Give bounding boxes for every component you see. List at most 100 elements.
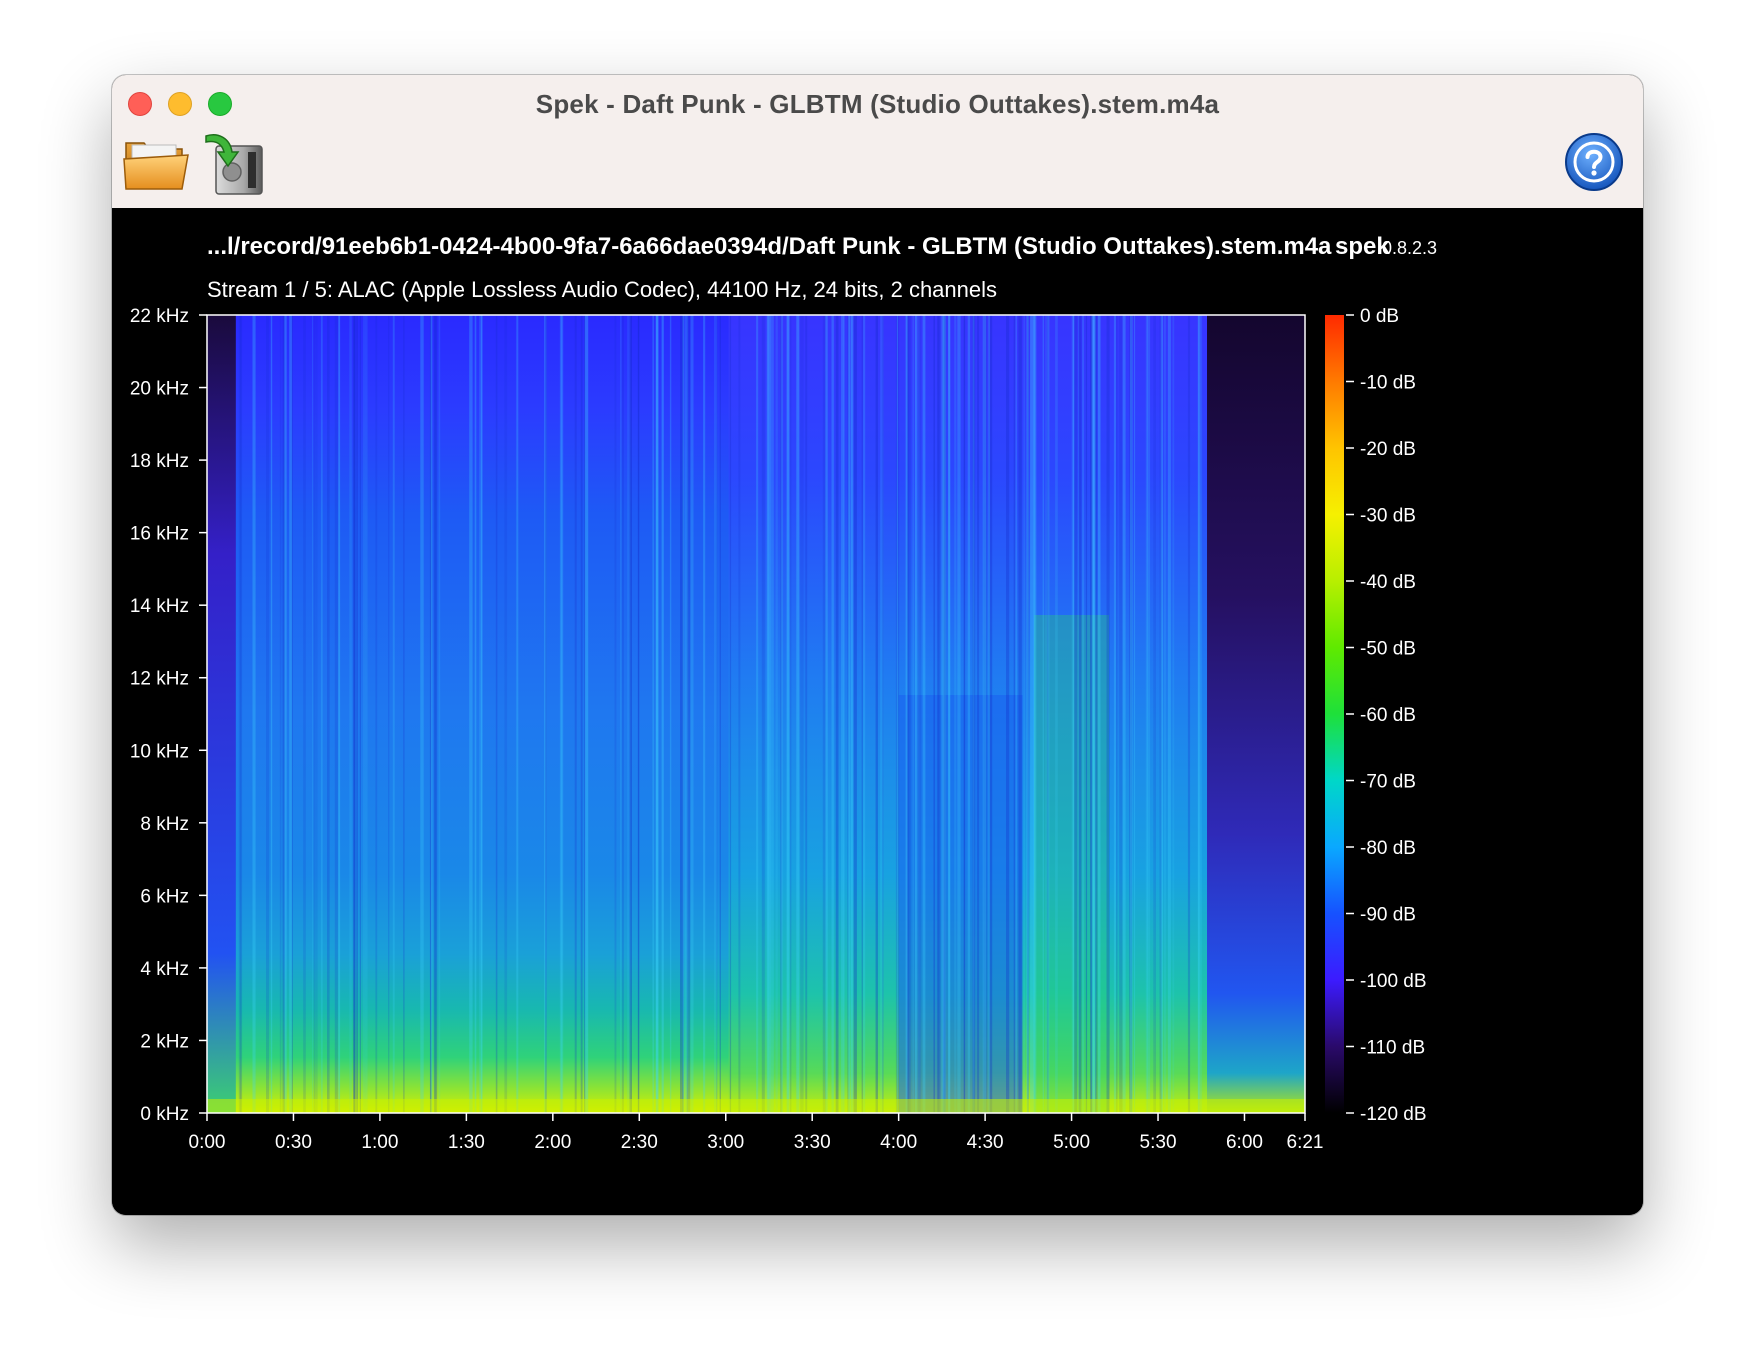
spectrogram-streak [882,315,884,1113]
spectrogram-streak [933,315,935,1113]
spectrogram-streak [876,315,878,1113]
spectrogram-streak [359,315,361,1113]
spectrogram-streak [1113,315,1116,1113]
x-tick-label: 3:00 [707,1132,744,1153]
spectrogram-streak [284,315,287,1113]
spectrogram-streak [627,315,631,1113]
spectrogram-streak [291,315,293,1113]
spectrogram-streak [948,315,951,1113]
spectrogram-streak [637,315,640,1113]
spectrogram-streak [1106,315,1110,1113]
y-tick-label: 12 kHz [130,669,189,690]
spectrogram-streak [559,315,563,1113]
x-tick-label: 5:00 [1053,1132,1090,1153]
spectrogram-streak [1027,315,1029,1113]
spectrogram-streak [282,315,285,1113]
colorbar-tick-label: -30 dB [1360,506,1416,527]
spectrogram-streak [1006,315,1010,1113]
spectrogram-streak [805,315,808,1113]
spectrogram-streak [574,315,577,1113]
spectrogram-streak [954,315,957,1113]
spectrogram-streak [761,315,765,1113]
x-tick-label: 0:00 [189,1132,226,1153]
spectrogram-streak [338,315,341,1113]
spectrogram-streak [942,315,946,1113]
x-tick-label: 2:00 [534,1132,571,1153]
spectrogram-streak [786,315,790,1113]
spectrogram-streak [362,315,366,1113]
spectrogram-streak [1200,315,1203,1113]
spectrogram-streak [937,315,941,1113]
spectrogram-section [898,695,1023,1113]
title-bar: Spek - Daft Punk - GLBTM (Studio Outtake… [112,75,1643,209]
spectrogram-streak [356,315,358,1113]
spectrogram-streak [682,315,684,1113]
y-tick-label: 6 kHz [140,886,189,907]
spectrogram-streak [977,315,980,1113]
help-icon [1565,133,1623,191]
x-tick-label: 6:00 [1226,1132,1263,1153]
file-path-label: ...l/record/91eeb6b1-0424-4b00-9fa7-6a66… [207,233,1332,260]
spectrogram-streak [1013,315,1016,1113]
spectrogram-streak [1130,315,1133,1113]
spectrogram-streak [474,315,477,1113]
zoom-window-button[interactable] [208,92,232,116]
spectrogram-streak [252,315,256,1113]
y-tick-label: 16 kHz [130,524,189,545]
spectrogram-streak [714,315,718,1113]
spectrogram-streak [1030,315,1034,1113]
spectrogram-streak [831,315,834,1113]
spectrogram-streak [780,315,783,1113]
spectrogram-streak [312,315,314,1113]
open-file-button[interactable] [122,133,190,193]
spectrogram-streak [1145,315,1148,1113]
spectrogram-streak [356,315,358,1113]
help-button[interactable] [1563,131,1625,193]
spectrogram-streak [851,315,854,1113]
spectrogram-streak [669,315,672,1113]
spectrogram-streak [800,315,804,1113]
spectrogram-streak [835,315,839,1113]
minimize-window-button[interactable] [168,92,192,116]
colorbar-tick-label: -110 dB [1360,1038,1425,1059]
colorbar: 0 dB -10 dB -20 dB -30 dB -40 dB -50 dB -60 dB… [1325,306,1427,1125]
colorbar-tick-label: -80 dB [1360,838,1416,859]
save-button[interactable] [200,130,268,196]
spectrogram-streak [1129,315,1133,1113]
spectrogram-streak [240,315,242,1113]
spectrogram-streak [349,315,352,1113]
spectrogram-streak [770,315,774,1113]
spectrogram-streak [940,315,944,1113]
spectrogram-streak [942,315,946,1113]
spectrogram-streak [796,315,800,1113]
spectrogram-streak [1095,315,1098,1113]
spectrogram-streak [906,315,910,1113]
spectrogram-streak [353,315,356,1113]
spectrogram-streak [682,315,685,1113]
spectrogram-streak [982,315,987,1113]
spectrogram-plot [207,315,1305,1113]
spectrogram-streak [1167,315,1171,1113]
spectrogram-streak [1092,315,1096,1113]
spectrogram-streak [907,315,911,1113]
colorbar-tick-label: -90 dB [1360,905,1416,926]
spectrogram-streak [786,315,790,1113]
spectrogram-streak [1164,315,1166,1113]
close-window-button[interactable] [128,92,152,116]
spectrogram-streak [848,315,850,1113]
spectrogram-streak [1091,315,1095,1113]
spectrogram-streak [614,315,617,1113]
spectrogram-streak [1122,315,1126,1113]
spectrogram-streak [822,315,827,1113]
spectrogram-view[interactable]: ...l/record/91eeb6b1-0424-4b00-9fa7-6a66… [112,208,1643,1215]
spectrogram-streak [1033,315,1037,1113]
spectrogram-streak [469,315,473,1113]
spectrogram-streak [420,315,424,1113]
plot-frame [206,314,1306,1114]
spectrogram-streak [972,315,975,1113]
colorbar-tick-label: 0 dB [1360,306,1399,327]
spectrogram-chart: ...l/record/91eeb6b1-0424-4b00-9fa7-6a66… [130,233,1437,1153]
spectrogram-streak [620,315,622,1113]
spectrogram-streak [1018,315,1022,1113]
spectrogram-streak [637,315,640,1113]
